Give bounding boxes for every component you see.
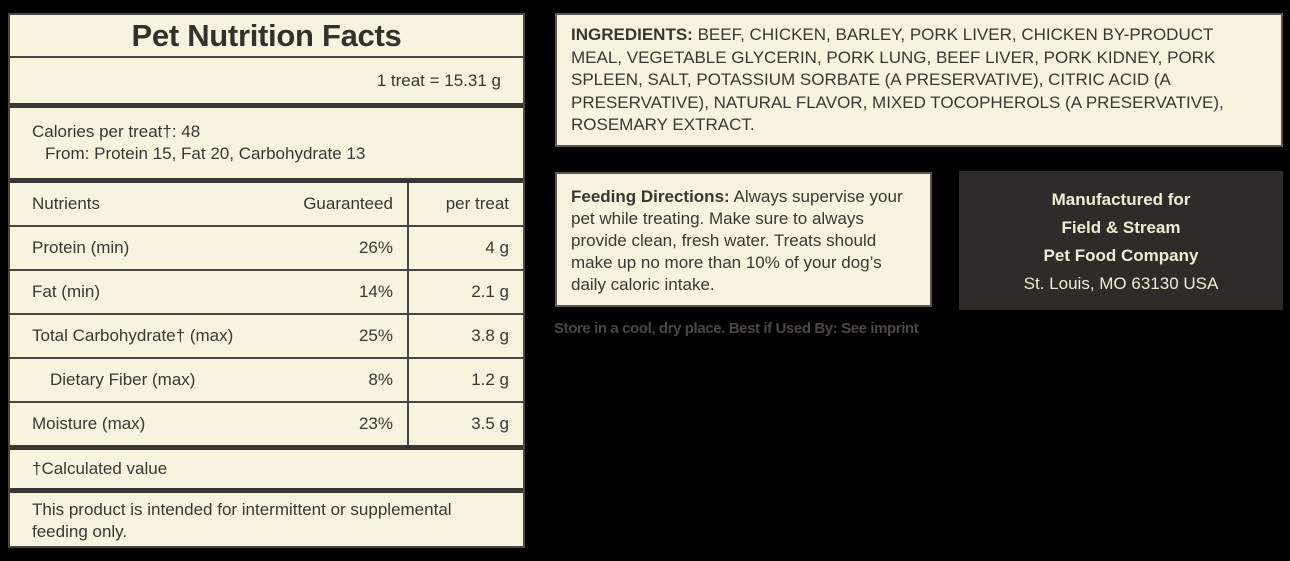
nutrient-per-treat: 3.8 g [408,314,523,359]
manufacturer-line1: Manufactured for [1051,190,1191,209]
feeding-label: Feeding Directions: [571,187,730,206]
serving-size: 1 treat = 15.31 g [10,58,523,108]
header-per-treat: per treat [408,183,523,227]
footnote: †Calculated value [10,450,523,493]
manufacturer-line2: Field & Stream [1061,218,1181,237]
header-nutrients: Nutrients [10,183,273,227]
nutrient-per-treat: 4 g [408,226,523,271]
feeding-text: Always supervise your pet while treating… [571,187,903,294]
nutrition-facts-panel: Pet Nutrition Facts 1 treat = 15.31 g Ca… [8,13,525,548]
table-row: Moisture (max) 23% 3.5 g [10,402,523,450]
manufacturer-line3: Pet Food Company [1043,246,1199,265]
calories-from: From: Protein 15, Fat 20, Carbohydrate 1… [45,144,366,163]
nutrient-name: Dietary Fiber (max) [10,358,273,403]
nutrient-name: Total Carbohydrate† (max) [10,314,273,359]
nutrient-guaranteed: 25% [273,314,409,359]
storage-instructions: Store in a cool, dry place. Best if Used… [554,320,919,337]
feeding-note: This product is intended for intermitten… [32,500,452,541]
nutrient-per-treat: 2.1 g [408,270,523,315]
nutrient-name: Moisture (max) [10,402,273,450]
table-row: Fat (min) 14% 2.1 g [10,270,523,315]
nutrient-guaranteed: 14% [273,270,409,315]
nutrient-guaranteed: 8% [273,358,409,403]
ingredients-label: INGREDIENTS: [571,25,693,44]
table-header-row: Nutrients Guaranteed per treat [10,183,523,227]
ingredients-text: BEEF, CHICKEN, BARLEY, PORK LIVER, CHICK… [571,25,1224,134]
nutrient-per-treat: 1.2 g [408,358,523,403]
manufacturer-panel: Manufactured for Field & Stream Pet Food… [959,171,1283,310]
table-row: Total Carbohydrate† (max) 25% 3.8 g [10,314,523,359]
nutrient-guaranteed: 23% [273,402,409,450]
ingredients-panel: INGREDIENTS: BEEF, CHICKEN, BARLEY, PORK… [555,13,1283,147]
calories-per-treat: Calories per treat†: 48 [32,122,201,141]
nutrition-title: Pet Nutrition Facts [10,15,523,58]
header-guaranteed: Guaranteed [273,183,409,227]
calories-section: Calories per treat†: 48 From: Protein 15… [10,108,523,183]
feeding-directions-panel: Feeding Directions: Always supervise you… [555,172,932,307]
nutrient-name: Fat (min) [10,270,273,315]
nutrient-table: Nutrients Guaranteed per treat Protein (… [10,183,523,450]
nutrient-guaranteed: 26% [273,226,409,271]
table-row: Protein (min) 26% 4 g [10,226,523,271]
table-row: Dietary Fiber (max) 8% 1.2 g [10,358,523,403]
nutrient-name: Protein (min) [10,226,273,271]
manufacturer-address: St. Louis, MO 63130 USA [1023,274,1219,293]
nutrient-per-treat: 3.5 g [408,402,523,450]
